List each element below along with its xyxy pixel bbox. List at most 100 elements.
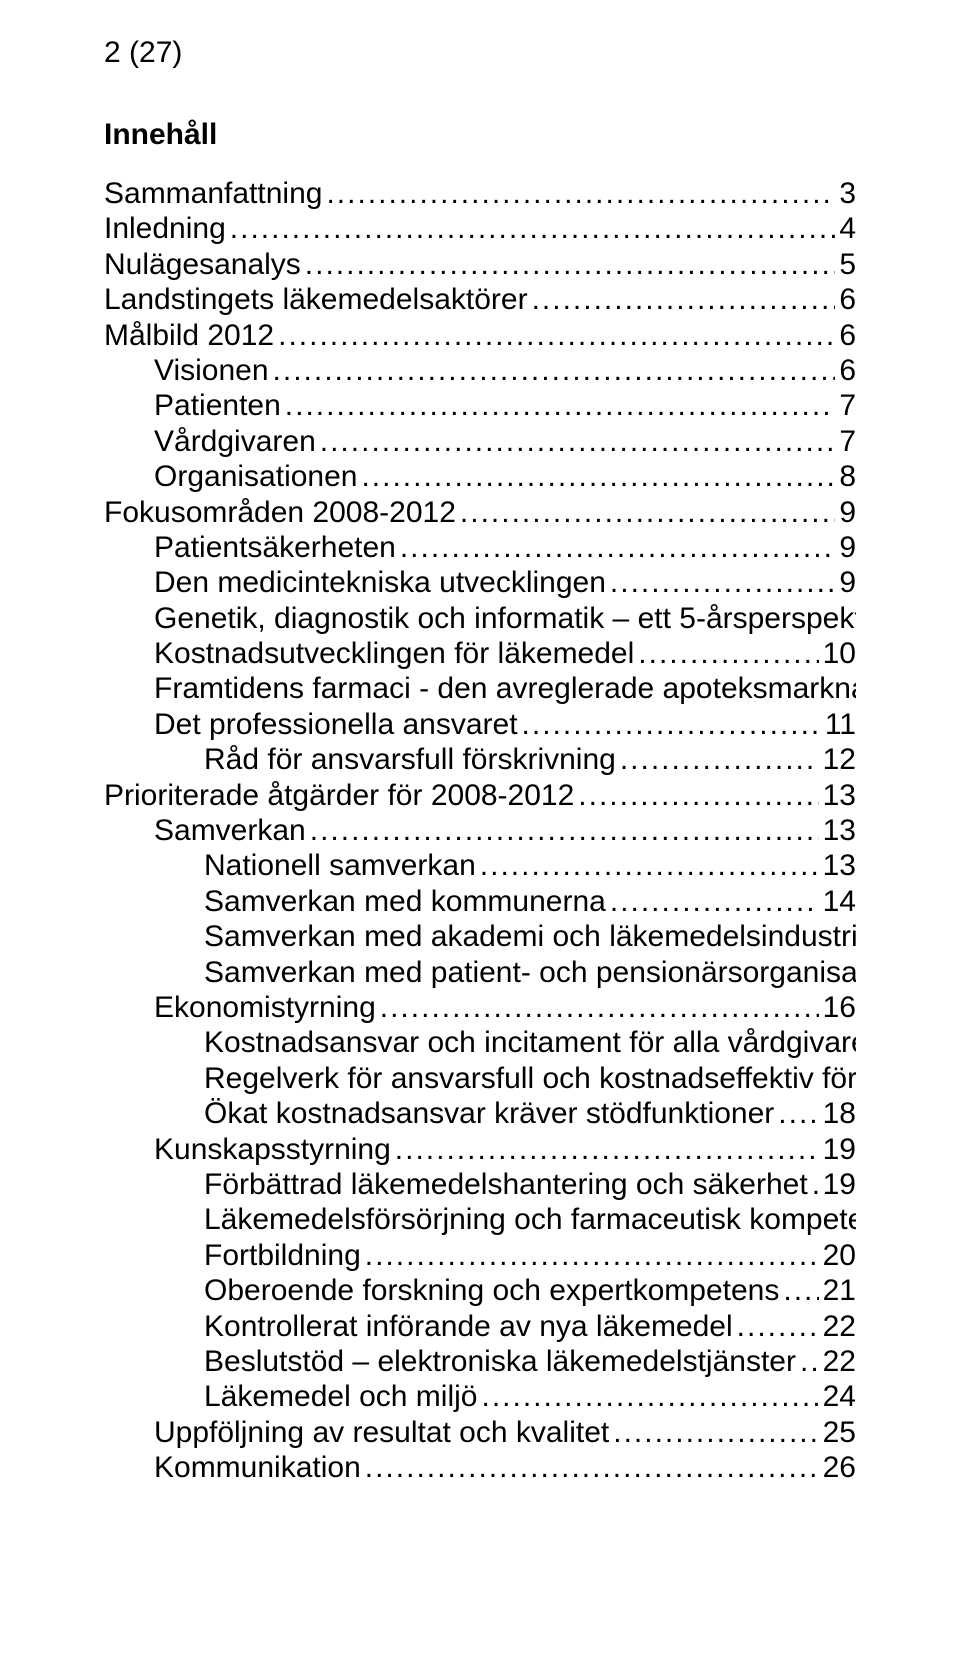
toc-entry: Kunskapsstyrning 19 (104, 1132, 856, 1167)
toc-leader-dots (395, 1132, 819, 1167)
toc-entry: Råd för ansvarsfull förskrivning12 (104, 742, 856, 777)
toc-entry-page: 22 (823, 1344, 856, 1379)
toc-entry: Genetik, diagnostik och informatik – ett… (104, 601, 856, 636)
toc-heading: Innehåll (104, 118, 856, 152)
toc-entry-label: Patientsäkerheten (154, 530, 396, 565)
toc-entry-label: Den medicintekniska utvecklingen (154, 565, 606, 600)
toc-entry: Samverkan13 (104, 813, 856, 848)
toc-entry-page: 20 (823, 1238, 856, 1273)
toc-entry: Framtidens farmaci - den avreglerade apo… (104, 671, 856, 706)
toc-leader-dots (522, 707, 821, 742)
toc-entry: Prioriterade åtgärder för 2008-2012 13 (104, 778, 856, 813)
toc-entry-page: 7 (839, 424, 856, 459)
toc-leader-dots (305, 247, 836, 282)
toc-entry-page: 7 (839, 388, 856, 423)
toc-entry-page: 10 (823, 636, 856, 671)
toc-entry-label: Patienten (154, 388, 281, 423)
toc-entry-page: 19 (823, 1132, 856, 1167)
toc-entry: Samverkan med kommunerna 14 (104, 884, 856, 919)
toc-entry-label: Kostnadsutvecklingen för läkemedel (154, 636, 634, 671)
toc-entry: Beslutstöd – elektroniska läkemedelstjän… (104, 1344, 856, 1379)
toc-entry-label: Sammanfattning (104, 176, 322, 211)
toc-leader-dots (532, 282, 836, 317)
toc-entry-page: 9 (839, 495, 856, 530)
toc-entry-page: 19 (823, 1167, 856, 1202)
toc-entry: Uppföljning av resultat och kvalitet25 (104, 1415, 856, 1450)
toc-entry: Kommunikation 26 (104, 1450, 856, 1485)
toc-entry-label: Prioriterade åtgärder för 2008-2012 (104, 778, 574, 813)
toc-entry-label: Landstingets läkemedelsaktörer (104, 282, 528, 317)
toc-leader-dots (812, 1167, 819, 1202)
toc-entry-label: Fortbildning (204, 1238, 361, 1273)
toc-entry: Samverkan med patient- och pensionärsorg… (104, 955, 856, 990)
toc-entry-label: Samverkan med kommunerna (204, 884, 606, 919)
toc-entry-label: Framtidens farmaci - den avreglerade apo… (154, 671, 856, 706)
toc-entry: Kontrollerat införande av nya läkemedel2… (104, 1309, 856, 1344)
toc-entry: Det professionella ansvaret 11 (104, 707, 856, 742)
toc-entry-page: 6 (839, 282, 856, 317)
toc-leader-dots (783, 1273, 818, 1308)
toc-entry-page: 13 (823, 778, 856, 813)
toc-leader-dots (326, 176, 835, 211)
toc-entry: Oberoende forskning och expertkompetens 2… (104, 1273, 856, 1308)
toc-entry-label: Genetik, diagnostik och informatik – ett… (154, 601, 856, 636)
toc-entry-label: Inledning (104, 211, 226, 246)
toc-entry-label: Beslutstöd – elektroniska läkemedelstjän… (204, 1344, 796, 1379)
toc-entry: Samverkan med akademi och läkemedelsindu… (104, 919, 856, 954)
toc-leader-dots (285, 388, 836, 423)
toc-leader-dots (737, 1309, 819, 1344)
toc-entry: Patienten 7 (104, 388, 856, 423)
toc-entry: Kostnadsansvar och incitament för alla v… (104, 1025, 856, 1060)
toc-entry: Kostnadsutvecklingen för läkemedel 10 (104, 636, 856, 671)
toc-entry-page: 9 (839, 530, 856, 565)
toc-entry-label: Kostnadsansvar och incitament för alla v… (204, 1025, 856, 1060)
toc-leader-dots (778, 1096, 818, 1131)
toc-leader-dots (365, 1238, 819, 1273)
toc-entry-page: 26 (823, 1450, 856, 1485)
toc-entry-page: 14 (823, 884, 856, 919)
toc-entry-label: Råd för ansvarsfull förskrivning (204, 742, 616, 777)
toc-entry-label: Samverkan med patient- och pensionärsorg… (204, 955, 856, 990)
toc-leader-dots (481, 1379, 818, 1414)
toc-entry-label: Fokusområden 2008-2012 (104, 495, 456, 530)
toc-leader-dots (613, 1415, 818, 1450)
toc-leader-dots (320, 424, 836, 459)
toc-entry-label: Vårdgivaren (154, 424, 316, 459)
toc-entry-page: 5 (839, 247, 856, 282)
toc-entry-page: 16 (823, 990, 856, 1025)
toc-leader-dots (610, 565, 835, 600)
toc-leader-dots (273, 353, 836, 388)
toc-entry-label: Kommunikation (154, 1450, 361, 1485)
toc-entry-label: Ekonomistyrning (154, 990, 376, 1025)
toc-entry-label: Målbild 2012 (104, 318, 274, 353)
toc-entry-label: Regelverk för ansvarsfull och kostnadsef… (204, 1061, 856, 1096)
toc-entry-page: 21 (823, 1273, 856, 1308)
toc-entry: Nulägesanalys5 (104, 247, 856, 282)
toc-entry-label: Oberoende forskning och expertkompetens (204, 1273, 779, 1308)
toc-leader-dots (610, 884, 819, 919)
toc-entry-label: Läkemedel och miljö (204, 1379, 477, 1414)
toc-entry-label: Organisationen (154, 459, 357, 494)
toc-entry-label: Samverkan (154, 813, 306, 848)
page-number: 2 (27) (104, 36, 856, 70)
toc-entry-label: Läkemedelsförsörjning och farmaceutisk k… (204, 1202, 856, 1237)
toc-leader-dots (365, 1450, 819, 1485)
toc-entry-page: 24 (823, 1379, 856, 1414)
toc-entry-page: 6 (839, 353, 856, 388)
toc-entry: Fokusområden 2008-2012 9 (104, 495, 856, 530)
toc-entry-label: Visionen (154, 353, 269, 388)
toc-entry-page: 11 (825, 707, 856, 742)
toc-entry: Ekonomistyrning 16 (104, 990, 856, 1025)
toc-entry: Sammanfattning3 (104, 176, 856, 211)
toc-leader-dots (460, 495, 835, 530)
toc-leader-dots (800, 1344, 819, 1379)
toc-entry: Inledning4 (104, 211, 856, 246)
toc-entry-label: Kunskapsstyrning (154, 1132, 391, 1167)
toc-leader-dots (278, 318, 835, 353)
toc-entry: Målbild 20126 (104, 318, 856, 353)
toc-entry-label: Ökat kostnadsansvar kräver stödfunktione… (204, 1096, 774, 1131)
toc-entry-label: Det professionella ansvaret (154, 707, 518, 742)
toc-entry-page: 13 (823, 848, 856, 883)
toc-leader-dots (361, 459, 835, 494)
toc-entry-page: 8 (839, 459, 856, 494)
